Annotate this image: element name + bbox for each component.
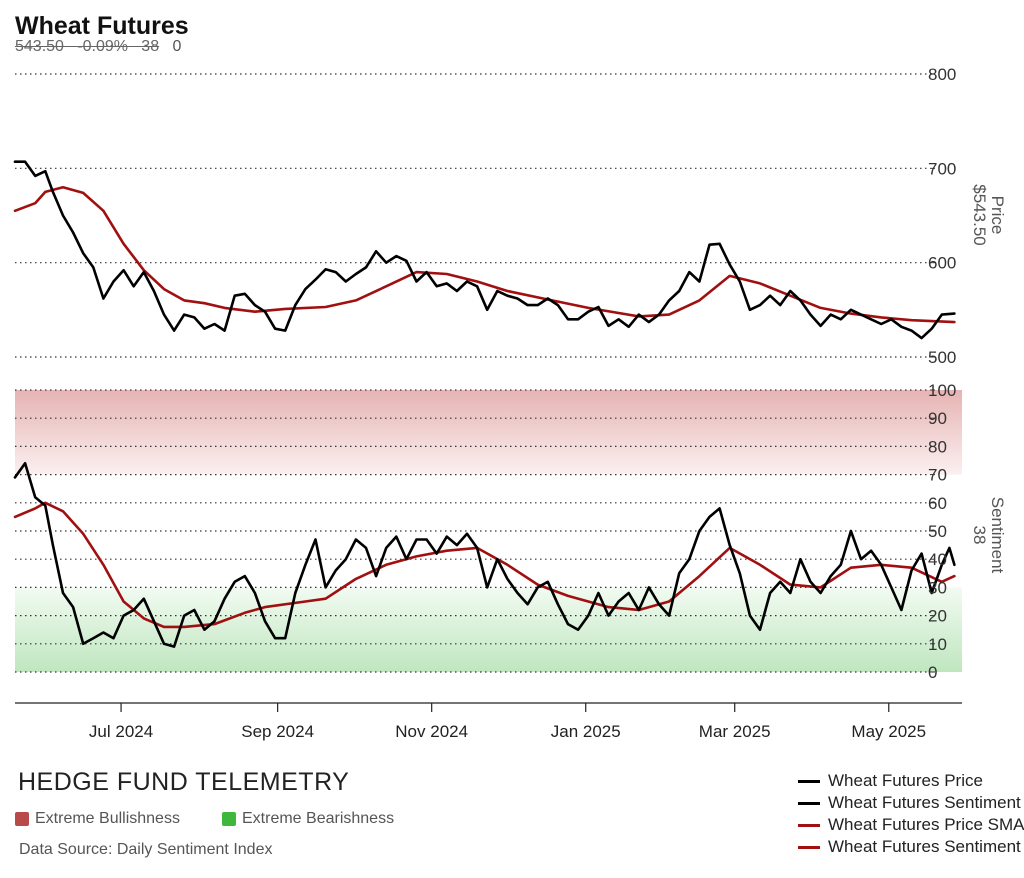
legend-line-icon [798, 845, 820, 849]
legend: Wheat Futures Price Wheat Futures Sentim… [798, 770, 1024, 858]
brand-name: HEDGE FUND TELEMETRY [18, 768, 350, 796]
grid-lines [15, 73, 935, 673]
y-tick-label: 700 [928, 159, 956, 178]
legend-line-icon [798, 779, 820, 783]
extreme-bullishness-zone [15, 390, 962, 475]
legend-label: Wheat Futures Sentiment [828, 793, 1021, 812]
bear-swatch-icon [222, 812, 236, 826]
y-tick-label: 100 [928, 381, 956, 400]
legend-item[interactable]: Wheat Futures Sentiment [798, 792, 1024, 814]
y-tick-label: 800 [928, 65, 956, 84]
axis-title: Sentiment [988, 497, 1007, 574]
y-tick-label: 70 [928, 466, 947, 485]
legend-item[interactable]: Wheat Futures Price [798, 770, 1024, 792]
legend-line-icon [798, 801, 820, 805]
x-axis: Jul 2024 Sep 2024 Nov 2024 Jan 2025 Mar 2025… [15, 702, 962, 741]
price-sma-line [13, 185, 956, 324]
legend-label: Wheat Futures Sentiment SMA [828, 837, 1024, 856]
header-stats-extra: 0 [159, 38, 182, 55]
x-tick-label: Mar 2025 [699, 722, 771, 741]
price-y-axis: 500 600 700 800 [928, 65, 956, 367]
legend-label: Wheat Futures Price [828, 771, 983, 790]
y-tick-label: 50 [928, 522, 947, 541]
bull-zone-key: Extreme Bullishness [15, 810, 180, 828]
x-tick-label: Jan 2025 [551, 722, 621, 741]
sentiment-y-axis: 0 10 20 30 40 50 60 70 80 90 100 [928, 381, 956, 682]
sentiment-line [13, 462, 956, 648]
header-stats: 543.50 -0.09% 38 0 [15, 38, 181, 56]
bear-zone-key: Extreme Bearishness [222, 810, 394, 828]
sentiment-sma-line [13, 501, 956, 629]
y-tick-label: 20 [928, 607, 947, 626]
bear-zone-label: Extreme Bearishness [242, 810, 395, 827]
chart-title: Wheat Futures [15, 12, 189, 40]
header-stats-values: 543.50 -0.09% 38 [15, 38, 160, 55]
chart-area: Jul 2024 Sep 2024 Nov 2024 Jan 2025 Mar 2025… [13, 65, 1007, 741]
x-tick-label: Nov 2024 [395, 722, 468, 741]
axis-last-value: $543.50 [970, 184, 989, 245]
y-tick-label: 90 [928, 409, 947, 428]
price-axis-label: Price$543.50 [970, 184, 1007, 245]
series-lines [13, 160, 956, 648]
sentiment-axis-label: Sentiment38 [970, 497, 1007, 574]
extreme-bearishness-zone [15, 587, 962, 672]
bull-swatch-icon [15, 812, 29, 826]
data-source: Data Source: Daily Sentiment Index [19, 841, 273, 858]
y-tick-label: 600 [928, 254, 956, 273]
y-tick-label: 80 [928, 437, 947, 456]
x-tick-label: May 2025 [851, 722, 926, 741]
axis-title: Price [988, 196, 1007, 235]
y-tick-label: 0 [928, 663, 937, 682]
price-line [13, 160, 956, 340]
y-tick-label: 40 [928, 550, 947, 569]
legend-item[interactable]: Wheat Futures Sentiment SMA [798, 836, 1024, 858]
sentiment-zones [15, 390, 962, 672]
bull-zone-label: Extreme Bullishness [35, 810, 180, 827]
axis-last-value: 38 [970, 526, 989, 545]
y-tick-label: 500 [928, 348, 956, 367]
x-tick-label: Sep 2024 [241, 722, 314, 741]
legend-line-icon [798, 823, 820, 827]
legend-item[interactable]: Wheat Futures Price SMA [798, 814, 1024, 836]
x-tick-label: Jul 2024 [89, 722, 153, 741]
y-tick-label: 60 [928, 494, 947, 513]
y-tick-label: 30 [928, 578, 947, 597]
legend-label: Wheat Futures Price SMA [828, 815, 1024, 834]
y-tick-label: 10 [928, 635, 947, 654]
